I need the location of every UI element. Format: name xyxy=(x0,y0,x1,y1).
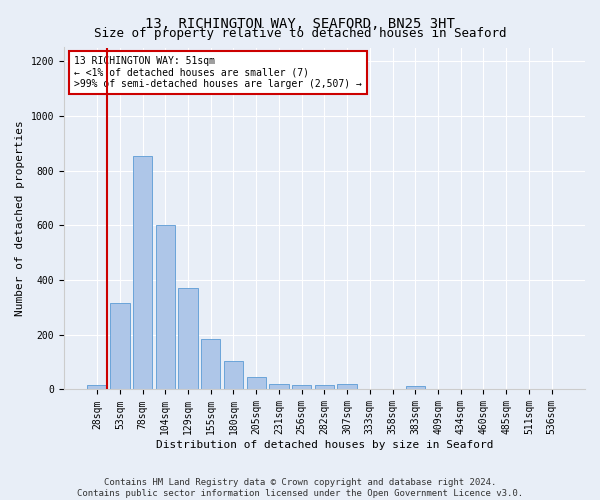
Bar xyxy=(269,384,289,390)
Y-axis label: Number of detached properties: Number of detached properties xyxy=(15,120,25,316)
Bar xyxy=(224,360,243,390)
Bar xyxy=(406,386,425,390)
Bar xyxy=(292,384,311,390)
Bar xyxy=(337,384,357,390)
Bar xyxy=(315,384,334,390)
Bar xyxy=(201,339,220,390)
Bar xyxy=(178,288,197,390)
Text: 13, RICHINGTON WAY, SEAFORD, BN25 3HT: 13, RICHINGTON WAY, SEAFORD, BN25 3HT xyxy=(145,18,455,32)
Bar xyxy=(110,304,130,390)
Bar xyxy=(88,386,107,390)
Text: Size of property relative to detached houses in Seaford: Size of property relative to detached ho… xyxy=(94,28,506,40)
Bar xyxy=(247,377,266,390)
Text: Contains HM Land Registry data © Crown copyright and database right 2024.
Contai: Contains HM Land Registry data © Crown c… xyxy=(77,478,523,498)
Text: 13 RICHINGTON WAY: 51sqm
← <1% of detached houses are smaller (7)
>99% of semi-d: 13 RICHINGTON WAY: 51sqm ← <1% of detach… xyxy=(74,56,362,89)
Bar xyxy=(133,156,152,390)
Bar xyxy=(155,226,175,390)
X-axis label: Distribution of detached houses by size in Seaford: Distribution of detached houses by size … xyxy=(155,440,493,450)
